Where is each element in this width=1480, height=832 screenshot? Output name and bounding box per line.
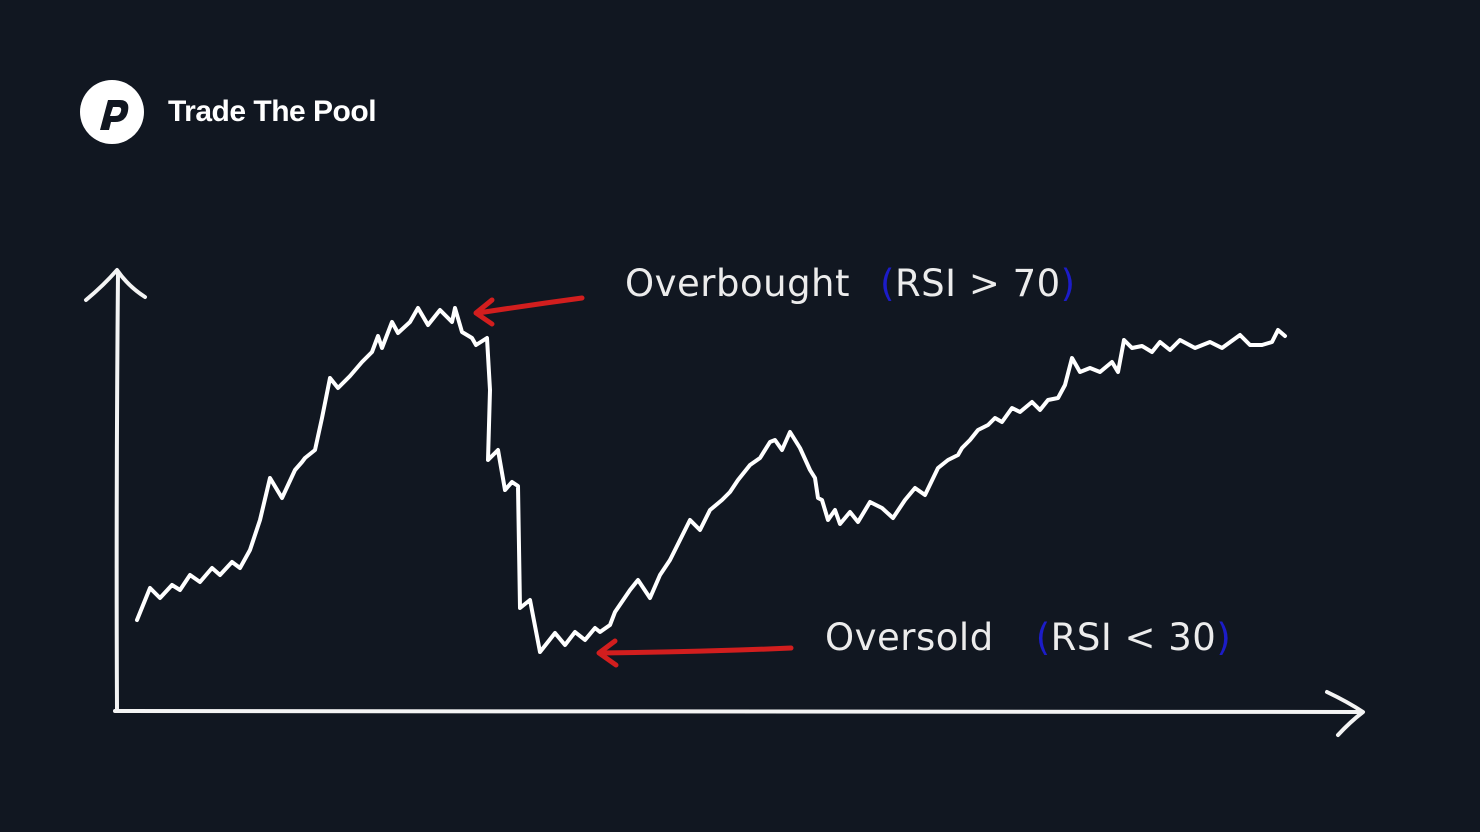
paren-open: (	[880, 262, 895, 305]
axes	[84, 268, 1365, 737]
oversold-condition: RSI < 30	[1050, 616, 1217, 659]
p-letter-logo-icon	[80, 80, 144, 144]
oversold-arrow-icon	[596, 638, 794, 668]
overbought-condition: RSI > 70	[894, 262, 1061, 305]
paren-open: (	[1035, 616, 1051, 659]
paren-close: )	[1060, 262, 1076, 305]
overbought-label: Overbought (RSI > 70)	[625, 262, 1076, 305]
oversold-label: Oversold (RSI < 30)	[825, 616, 1231, 659]
y-axis-arrowhead-icon	[84, 268, 147, 302]
oversold-text: Oversold	[825, 616, 994, 659]
overbought-arrow-icon	[473, 295, 585, 327]
brand-name: Trade The Pool	[168, 95, 377, 128]
brand-header: Trade The Pool	[80, 80, 377, 144]
overbought-text: Overbought	[625, 262, 851, 305]
x-axis-arrowhead-icon	[1325, 690, 1365, 737]
x-axis	[113, 709, 1362, 715]
price-line	[135, 306, 1287, 654]
paren-close: )	[1216, 616, 1232, 659]
y-axis	[114, 270, 120, 712]
